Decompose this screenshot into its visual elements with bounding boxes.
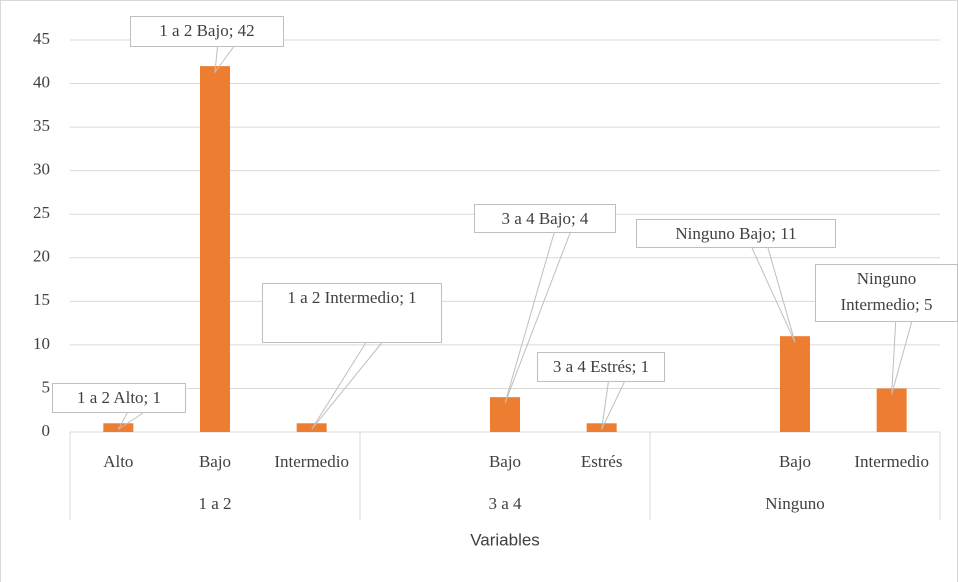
group-label: Ninguno bbox=[765, 494, 825, 513]
x-tick-label: Intermedio bbox=[274, 452, 349, 471]
x-tick-label: Bajo bbox=[779, 452, 811, 471]
leader-line bbox=[311, 342, 382, 430]
y-tick-label: 0 bbox=[42, 421, 51, 440]
data-label: 3 a 4 Bajo; 4 bbox=[474, 204, 616, 233]
y-tick-label: 25 bbox=[33, 203, 50, 222]
leader-line bbox=[891, 321, 913, 395]
y-tick-label: 10 bbox=[33, 334, 50, 353]
leader-line bbox=[214, 46, 234, 74]
data-label: 1 a 2 Alto; 1 bbox=[52, 383, 186, 413]
y-tick-label: 40 bbox=[33, 72, 50, 91]
x-axis-title: Variables bbox=[470, 530, 540, 549]
bar bbox=[296, 423, 327, 432]
y-tick-label: 45 bbox=[33, 29, 50, 48]
y-tick-label: 5 bbox=[42, 377, 51, 396]
leader-line bbox=[601, 381, 625, 430]
leader-line bbox=[504, 232, 571, 404]
group-label: 1 a 2 bbox=[198, 494, 231, 513]
x-tick-label: Estrés bbox=[581, 452, 623, 471]
data-label: Ninguno Bajo; 11 bbox=[636, 219, 836, 248]
data-label: 1 a 2 Intermedio; 1 bbox=[262, 283, 442, 343]
x-tick-label: Intermedio bbox=[854, 452, 929, 471]
y-tick-label: 30 bbox=[33, 160, 50, 179]
x-tick-label: Bajo bbox=[489, 452, 521, 471]
data-label: 3 a 4 Estrés; 1 bbox=[537, 352, 665, 382]
x-tick-label: Alto bbox=[103, 452, 133, 471]
x-tick-label: Bajo bbox=[199, 452, 231, 471]
bar bbox=[876, 388, 907, 432]
leader-line bbox=[751, 247, 796, 343]
data-label: Ninguno Intermedio; 5 bbox=[815, 264, 958, 322]
data-label: 1 a 2 Bajo; 42 bbox=[130, 16, 284, 47]
bar bbox=[780, 336, 810, 432]
bar bbox=[200, 66, 230, 432]
group-label: 3 a 4 bbox=[488, 494, 522, 513]
bar bbox=[103, 423, 134, 432]
y-tick-label: 15 bbox=[33, 290, 50, 309]
y-tick-label: 20 bbox=[33, 247, 50, 266]
leader-line bbox=[117, 412, 144, 430]
y-tick-label: 35 bbox=[33, 116, 50, 135]
